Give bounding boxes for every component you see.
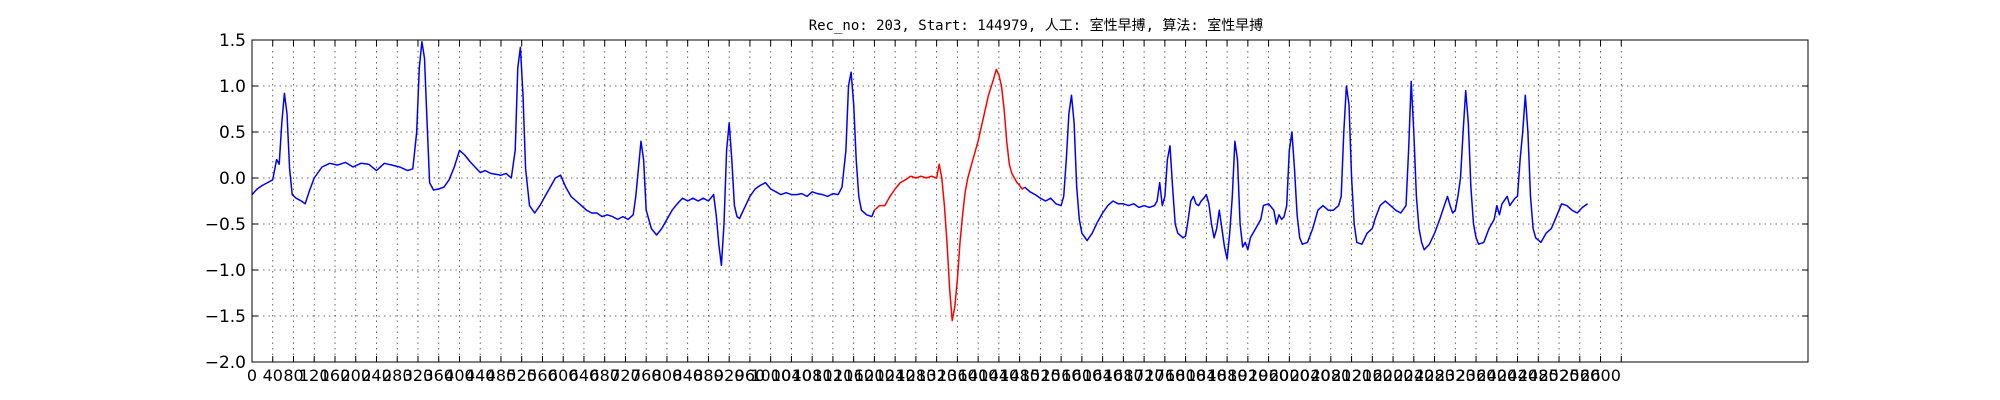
y-tick-label: −0.5 xyxy=(205,215,246,235)
x-tick-label: 1200 xyxy=(854,366,895,385)
grid xyxy=(251,39,1808,363)
x-tick-label: 2480 xyxy=(1518,366,1559,385)
x-tick-label: 400 xyxy=(444,366,475,385)
x-tick-label: 0 xyxy=(247,366,257,385)
x-tick-label: 1880 xyxy=(1207,366,1248,385)
x-tick-label: 920 xyxy=(714,366,745,385)
x-tick-label: 1320 xyxy=(916,366,957,385)
x-tick-label: 2320 xyxy=(1435,366,1476,385)
x-tick-label: 1800 xyxy=(1165,366,1206,385)
x-tick-label: 1000 xyxy=(750,366,791,385)
x-tick-label: 360 xyxy=(423,366,454,385)
x-tick-label: 1400 xyxy=(958,366,999,385)
x-tick-label: 1440 xyxy=(979,366,1020,385)
x-tick-label: 240 xyxy=(361,366,392,385)
y-axis: 1.5 1.0 0.5 0.0 −0.5 −1.0 −1.5 −2.0 xyxy=(205,31,1808,373)
y-tick-label: 1.0 xyxy=(219,77,246,97)
x-tick-label: 2000 xyxy=(1269,366,1310,385)
x-tick-label: 600 xyxy=(548,366,579,385)
x-tick-label: 1520 xyxy=(1020,366,1061,385)
x-tick-label: 1480 xyxy=(999,366,1040,385)
x-tick-label: 2280 xyxy=(1414,366,1455,385)
x-tick-label: 720 xyxy=(610,366,641,385)
x-tick-label: 2400 xyxy=(1476,366,1517,385)
x-tick-label: 1120 xyxy=(813,366,854,385)
x-tick-label: 2560 xyxy=(1559,366,1600,385)
x-tick-label: 480 xyxy=(486,366,517,385)
x-tick-label: 2080 xyxy=(1310,366,1351,385)
x-tick-label: 320 xyxy=(403,366,434,385)
x-tick-label: 40 xyxy=(263,366,283,385)
x-tick-label: 1600 xyxy=(1062,366,1103,385)
x-tick-label: 1080 xyxy=(792,366,833,385)
x-tick-label: 2600 xyxy=(1580,366,1621,385)
x-axis: 0 40 8012016020024028032036040044048052056… xyxy=(247,40,1622,385)
x-tick-label: 760 xyxy=(631,366,662,385)
x-tick-label: 280 xyxy=(382,366,413,385)
x-tick-label: 1160 xyxy=(833,366,874,385)
x-tick-label: 2200 xyxy=(1373,366,1414,385)
chart-title: Rec_no: 203, Start: 144979, 人工: 室性早搏, 算法… xyxy=(809,17,1264,34)
x-tick-label: 680 xyxy=(589,366,620,385)
x-tick-label: 1560 xyxy=(1041,366,1082,385)
x-tick-label: 2240 xyxy=(1393,366,1434,385)
x-tick-label: 1840 xyxy=(1186,366,1227,385)
x-tick-label: 880 xyxy=(693,366,724,385)
y-tick-label: 1.5 xyxy=(219,31,246,51)
x-tick-label: 960 xyxy=(735,366,766,385)
x-tick-label: 640 xyxy=(569,366,600,385)
x-tick-label: 2160 xyxy=(1352,366,1393,385)
x-tick-label: 440 xyxy=(465,366,496,385)
x-tick-label: 1040 xyxy=(771,366,812,385)
x-tick-label: 2520 xyxy=(1539,366,1580,385)
x-tick-label: 1280 xyxy=(896,366,937,385)
x-tick-label: 2440 xyxy=(1497,366,1538,385)
x-tick-label: 160 xyxy=(320,366,351,385)
x-tick-label: 200 xyxy=(340,366,371,385)
plot-frame xyxy=(251,39,1809,363)
x-tick-label: 1920 xyxy=(1227,366,1268,385)
y-tick-label: 0.5 xyxy=(219,123,246,143)
x-tick-label: 1640 xyxy=(1082,366,1123,385)
x-tick-label: 1960 xyxy=(1248,366,1289,385)
series-layer xyxy=(251,41,1589,322)
series-line-0 xyxy=(251,41,876,267)
x-tick-label: 1720 xyxy=(1124,366,1165,385)
series-line-1 xyxy=(873,68,1026,322)
y-tick-label: 0.0 xyxy=(219,169,246,189)
x-tick-label: 1680 xyxy=(1103,366,1144,385)
x-tick-label: 800 xyxy=(652,366,683,385)
x-tick-label: 840 xyxy=(672,366,703,385)
x-tick-label: 120 xyxy=(299,366,330,385)
x-tick-label: 1760 xyxy=(1144,366,1185,385)
x-tick-label: 1360 xyxy=(937,366,978,385)
series-line-2 xyxy=(1024,80,1589,260)
x-tick-label: 560 xyxy=(527,366,558,385)
x-tick-label: 2360 xyxy=(1456,366,1497,385)
x-tick-label: 2040 xyxy=(1290,366,1331,385)
x-tick-label: 80 xyxy=(283,366,303,385)
x-tick-label: 520 xyxy=(506,366,537,385)
y-tick-label: −1.5 xyxy=(205,307,246,327)
x-tick-label: 1240 xyxy=(875,366,916,385)
y-tick-label: −1.0 xyxy=(205,261,246,281)
x-tick-label: 2120 xyxy=(1331,366,1372,385)
y-tick-label: −2.0 xyxy=(205,353,246,373)
